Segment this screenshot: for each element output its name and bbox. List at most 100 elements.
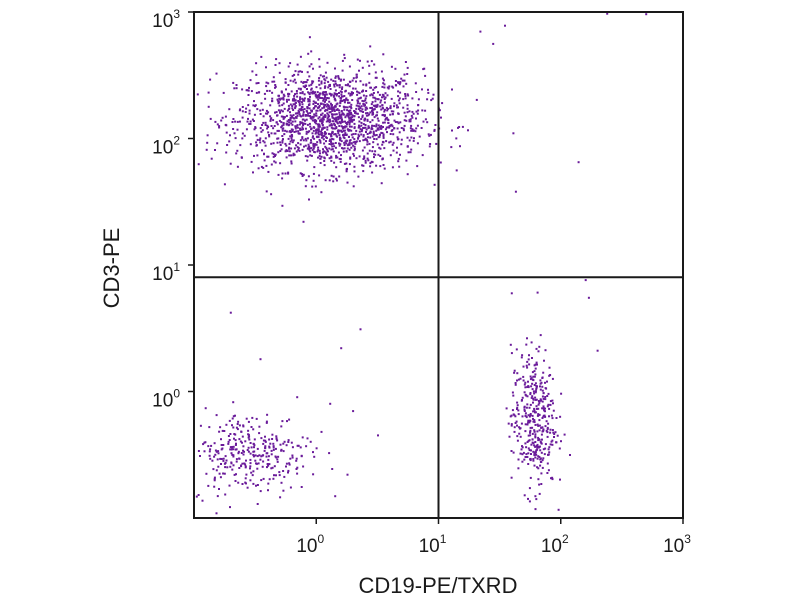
data-point <box>534 456 537 459</box>
data-point <box>317 148 320 151</box>
data-point <box>232 455 235 458</box>
data-point <box>274 111 276 114</box>
data-point <box>537 467 540 470</box>
data-point <box>266 155 269 158</box>
data-point <box>227 440 230 443</box>
data-point <box>253 128 256 131</box>
data-point <box>530 341 533 344</box>
data-point <box>371 101 374 104</box>
data-point <box>353 127 356 130</box>
data-point <box>353 147 356 150</box>
data-point <box>314 185 317 188</box>
data-point <box>279 111 281 114</box>
data-point <box>534 495 537 498</box>
data-point <box>536 457 539 460</box>
data-point <box>324 151 327 154</box>
data-point <box>538 445 541 448</box>
data-point <box>333 108 336 111</box>
data-point <box>338 86 341 89</box>
data-point <box>283 133 286 136</box>
data-point <box>520 399 523 402</box>
data-point <box>362 139 365 142</box>
data-point <box>537 413 540 416</box>
data-point <box>398 165 401 168</box>
data-point <box>334 113 337 116</box>
data-point <box>399 121 402 124</box>
data-point <box>212 468 215 471</box>
data-point <box>300 109 303 112</box>
data-point <box>256 467 259 470</box>
data-point <box>546 462 549 465</box>
data-point <box>313 119 316 122</box>
data-point <box>326 109 329 112</box>
data-point <box>390 97 393 100</box>
data-point <box>287 84 290 86</box>
data-point <box>237 452 240 455</box>
data-point <box>286 120 289 123</box>
data-point <box>224 115 227 118</box>
data-point <box>318 65 321 68</box>
data-point <box>528 415 531 418</box>
data-point <box>373 138 376 140</box>
data-point <box>229 465 232 468</box>
data-point <box>382 121 385 124</box>
data-point <box>362 164 365 167</box>
data-point <box>282 93 285 96</box>
data-point <box>529 434 532 437</box>
data-point <box>540 433 543 436</box>
data-point <box>282 117 285 120</box>
data-point <box>393 119 396 122</box>
data-point <box>307 100 310 103</box>
data-point <box>286 109 289 112</box>
data-point <box>523 391 526 394</box>
data-point <box>279 496 282 499</box>
data-point <box>302 113 305 116</box>
data-point <box>534 396 537 399</box>
data-point <box>366 60 369 63</box>
data-point <box>284 129 287 132</box>
data-point <box>333 110 336 112</box>
data-point <box>208 454 211 457</box>
data-point <box>325 76 328 79</box>
data-point <box>241 106 244 108</box>
data-point <box>403 73 406 76</box>
data-point <box>252 120 255 122</box>
data-point <box>542 407 545 410</box>
data-point <box>538 419 541 422</box>
data-point <box>359 109 362 112</box>
data-point <box>353 170 356 173</box>
data-point <box>213 485 216 488</box>
data-point <box>332 95 335 98</box>
data-point <box>361 108 364 111</box>
data-point <box>338 95 341 98</box>
data-point <box>353 115 356 118</box>
data-point <box>290 147 293 150</box>
data-point <box>515 420 518 423</box>
data-point <box>411 97 414 100</box>
data-point <box>293 99 296 102</box>
data-point <box>269 104 272 107</box>
data-point <box>297 130 300 133</box>
data-point <box>270 467 273 470</box>
data-point <box>252 482 255 485</box>
data-point <box>280 115 283 118</box>
data-point <box>294 93 296 96</box>
data-point <box>228 108 231 111</box>
data-point <box>296 95 299 98</box>
data-point <box>207 484 210 487</box>
data-point <box>315 109 318 112</box>
data-point <box>549 400 552 403</box>
data-point <box>563 433 566 436</box>
data-point <box>546 380 548 383</box>
data-point <box>412 112 415 115</box>
data-point <box>377 124 380 127</box>
data-point <box>295 116 297 119</box>
data-point <box>298 113 301 116</box>
data-point <box>264 435 266 438</box>
data-point <box>330 156 333 159</box>
data-point <box>360 133 363 136</box>
data-point <box>341 121 344 124</box>
data-point <box>421 154 424 157</box>
data-point <box>343 108 346 111</box>
data-point <box>226 144 229 146</box>
